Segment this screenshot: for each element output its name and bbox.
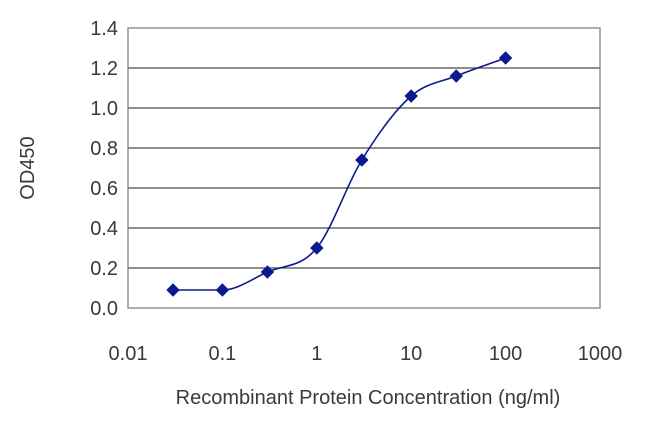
y-axis-tick-labels: 0.0 0.2 0.4 0.6 0.8 1.0 1.2 1.4 (90, 18, 118, 320)
data-point (260, 265, 275, 279)
y-axis-title: OD450 (17, 136, 39, 199)
fitted-curve (173, 57, 506, 291)
y-tick-label: 0.2 (90, 258, 118, 280)
data-point (498, 51, 513, 65)
x-axis-tick-labels: 0.01 0.1 1 10 100 1000 (109, 343, 623, 365)
data-point (449, 69, 463, 83)
y-tick-label: 0.0 (90, 298, 118, 320)
series-line (173, 57, 506, 291)
data-point (166, 283, 180, 297)
x-tick-label: 1000 (578, 343, 623, 365)
x-tick-label: 0.1 (208, 343, 236, 365)
y-tick-label: 0.6 (90, 178, 118, 200)
plot-frame (127, 27, 601, 309)
data-points (166, 51, 513, 297)
y-tick-label: 0.8 (90, 138, 118, 160)
x-axis-title: Recombinant Protein Concentration (ng/ml… (176, 387, 561, 409)
y-tick-label: 1.2 (90, 58, 118, 80)
x-tick-label: 0.01 (109, 343, 148, 365)
y-tick-label: 1.4 (90, 18, 118, 40)
y-tick-label: 1.0 (90, 98, 118, 120)
gridlines (128, 67, 600, 269)
data-point (404, 89, 418, 103)
x-tick-label: 100 (489, 343, 522, 365)
x-tick-label: 10 (400, 343, 422, 365)
x-tick-label: 1 (311, 343, 322, 365)
data-point (355, 153, 369, 167)
y-tick-label: 0.4 (90, 218, 118, 240)
data-point (215, 283, 230, 297)
data-point (310, 241, 324, 255)
